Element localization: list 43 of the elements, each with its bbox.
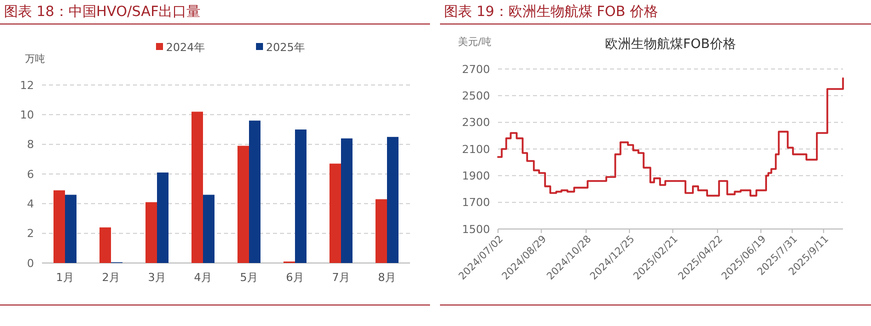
- legend-label: 2024年: [166, 41, 205, 54]
- bar: [203, 194, 214, 263]
- x-tick-label: 8月: [378, 271, 396, 284]
- bar: [192, 112, 203, 263]
- y-tick-label: 1500: [462, 222, 490, 236]
- bar: [238, 146, 249, 263]
- y-tick-label: 2: [27, 227, 34, 240]
- y-tick-label: 2100: [462, 142, 490, 156]
- x-tick-label: 4月: [194, 271, 212, 284]
- y-tick-label: 12: [20, 78, 34, 92]
- bar: [249, 120, 260, 263]
- x-tick-label: 5月: [240, 271, 258, 284]
- y-tick-label: 0: [27, 256, 34, 270]
- chart-title: 图表 18：中国HVO/SAF出口量: [4, 4, 201, 20]
- y-tick-label: 10: [20, 108, 34, 122]
- bar: [376, 199, 387, 263]
- y-tick-label: 1700: [462, 196, 490, 210]
- y-tick-label: 4: [27, 198, 34, 211]
- x-tick-label: 6月: [286, 271, 304, 284]
- y-axis-title: 美元/吨: [458, 36, 492, 48]
- y-axis-title: 万吨: [25, 53, 45, 65]
- y-tick-label: 6: [27, 168, 34, 181]
- legend-label: 2025年: [266, 41, 305, 54]
- bar: [54, 190, 65, 263]
- bar: [157, 172, 168, 263]
- y-tick-label: 1900: [462, 170, 490, 183]
- bar: [341, 138, 352, 263]
- x-tick-label: 1月: [56, 271, 74, 284]
- x-tick-label: 7月: [332, 271, 350, 284]
- bar: [146, 202, 157, 263]
- y-tick-label: 2700: [462, 62, 490, 76]
- bar: [65, 194, 76, 263]
- x-tick-label: 3月: [148, 271, 166, 284]
- chart-subtitle: 欧洲生物航煤FOB价格: [605, 37, 736, 52]
- chart-title: 图表 19：欧洲生物航煤 FOB 价格: [444, 4, 658, 20]
- x-tick-label: 2月: [102, 271, 120, 284]
- y-tick-label: 2500: [462, 90, 490, 103]
- bar: [330, 164, 341, 263]
- bar: [387, 136, 398, 263]
- y-tick-label: 8: [27, 138, 34, 152]
- y-tick-label: 2300: [462, 116, 490, 130]
- bar: [295, 130, 306, 263]
- bar: [100, 227, 111, 263]
